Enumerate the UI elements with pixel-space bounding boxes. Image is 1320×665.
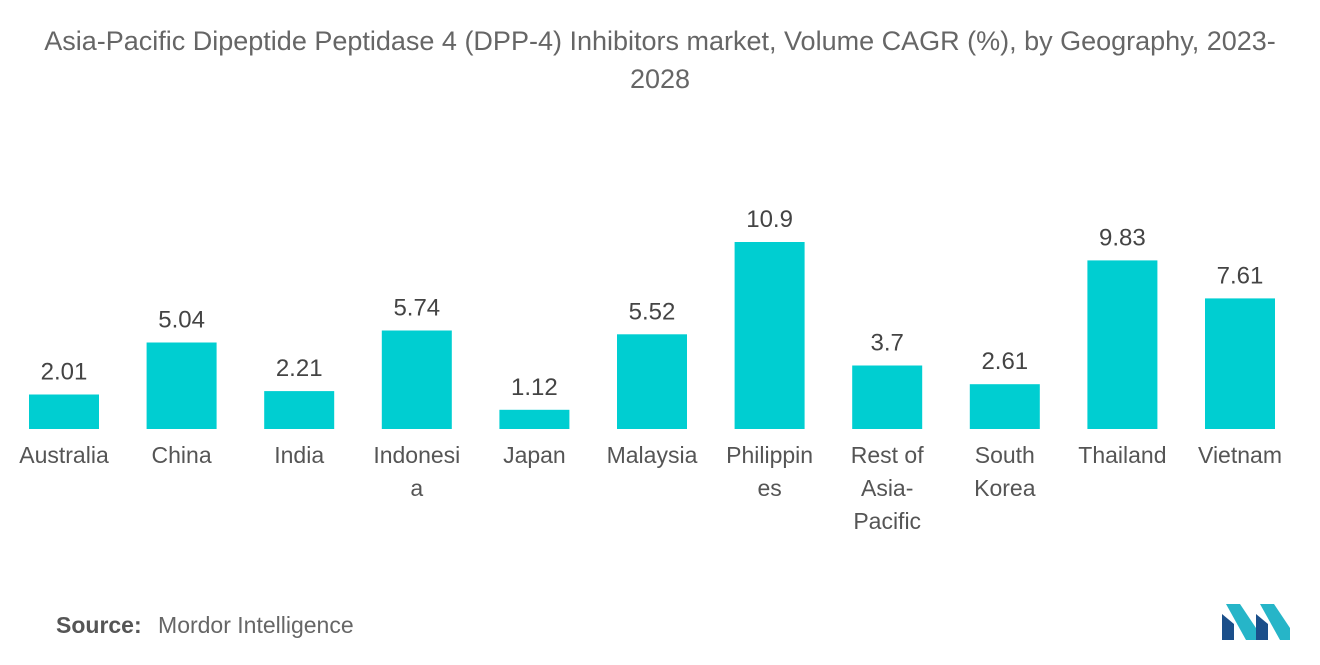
bar-south-korea bbox=[969, 384, 1040, 429]
value-label: 2.61 bbox=[981, 348, 1028, 375]
chart-title: Asia-Pacific Dipeptide Peptidase 4 (DPP-… bbox=[44, 26, 1276, 94]
bar-indonesia bbox=[381, 330, 452, 429]
bar-malaysia bbox=[617, 334, 687, 429]
category-label: India bbox=[274, 442, 324, 468]
bar-philippines bbox=[734, 242, 805, 429]
category-label: Australia bbox=[19, 442, 109, 468]
bar-australia bbox=[29, 394, 99, 429]
category-label: Philippin es bbox=[726, 442, 813, 501]
category-label: Japan bbox=[503, 442, 566, 468]
value-label: 5.04 bbox=[158, 307, 205, 334]
value-label: 9.83 bbox=[1099, 224, 1146, 251]
bar-japan bbox=[499, 409, 570, 429]
category-label: Thailand bbox=[1078, 442, 1166, 468]
category-label: Malaysia bbox=[607, 442, 698, 468]
category-label: Indonesi a bbox=[373, 442, 460, 501]
bar-thailand bbox=[1087, 260, 1158, 429]
value-label: 7.61 bbox=[1217, 262, 1264, 289]
value-label: 2.01 bbox=[41, 359, 88, 386]
value-label: 3.7 bbox=[871, 330, 904, 357]
category-label: South Korea bbox=[974, 442, 1036, 501]
source-label: Source: bbox=[56, 612, 142, 638]
bar-china bbox=[146, 342, 217, 429]
category-label: Vietnam bbox=[1198, 442, 1282, 468]
value-label: 1.12 bbox=[511, 374, 558, 401]
source-text: Mordor Intelligence bbox=[158, 612, 354, 638]
bar-chart: 2.01 Australia 5.04 China 2.21 India 5.74 Indon… bbox=[19, 206, 1282, 534]
bar-rest-of-asia-pacific bbox=[852, 365, 923, 429]
value-label: 10.9 bbox=[746, 206, 793, 233]
value-label: 5.52 bbox=[629, 298, 676, 325]
source-line: Source: Mordor Intelligence bbox=[56, 612, 354, 639]
bar-vietnam bbox=[1205, 298, 1275, 429]
mordor-intelligence-logo-icon bbox=[1222, 604, 1290, 640]
value-label: 2.21 bbox=[276, 355, 323, 382]
category-label: China bbox=[152, 442, 212, 468]
value-label: 5.74 bbox=[393, 295, 440, 322]
category-label: Rest of Asia-Pacific bbox=[851, 442, 924, 534]
bar-india bbox=[264, 391, 335, 429]
